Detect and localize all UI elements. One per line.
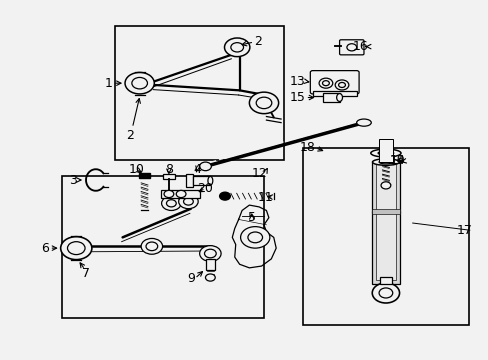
Circle shape — [178, 194, 198, 209]
Ellipse shape — [370, 149, 400, 157]
Text: 18: 18 — [299, 141, 315, 154]
Circle shape — [249, 92, 278, 114]
Circle shape — [319, 78, 332, 88]
Circle shape — [371, 283, 399, 303]
Circle shape — [224, 38, 249, 57]
Text: 12: 12 — [251, 167, 266, 180]
Circle shape — [219, 192, 230, 200]
Text: 16: 16 — [352, 40, 368, 53]
Bar — [312, 91, 356, 96]
Bar — [163, 174, 174, 179]
Circle shape — [163, 190, 173, 198]
Ellipse shape — [336, 94, 342, 102]
Bar — [61, 176, 264, 318]
Circle shape — [240, 226, 269, 248]
Bar — [371, 209, 399, 214]
Text: 4: 4 — [193, 163, 201, 176]
Text: 19: 19 — [389, 154, 405, 167]
Circle shape — [204, 249, 216, 258]
Text: 7: 7 — [82, 267, 90, 280]
Circle shape — [199, 246, 221, 261]
Bar — [379, 277, 391, 284]
Circle shape — [163, 200, 173, 207]
Circle shape — [230, 42, 243, 52]
Bar — [378, 139, 392, 162]
Text: 2: 2 — [254, 35, 262, 49]
Ellipse shape — [378, 160, 392, 164]
Text: 3: 3 — [69, 174, 77, 186]
Ellipse shape — [372, 159, 399, 165]
Circle shape — [176, 190, 185, 198]
Bar — [375, 162, 395, 280]
Bar — [115, 26, 283, 160]
Ellipse shape — [207, 176, 212, 185]
Circle shape — [322, 81, 329, 86]
Text: 17: 17 — [456, 224, 472, 237]
Ellipse shape — [377, 151, 393, 155]
Bar — [139, 173, 150, 178]
Circle shape — [146, 242, 158, 251]
FancyBboxPatch shape — [339, 40, 363, 55]
Bar — [193, 176, 210, 185]
Bar — [322, 93, 339, 102]
Text: 11: 11 — [258, 191, 273, 204]
Circle shape — [256, 97, 271, 109]
Text: 20: 20 — [197, 182, 213, 195]
Ellipse shape — [356, 119, 370, 126]
Circle shape — [380, 182, 390, 189]
Text: 2: 2 — [126, 129, 134, 142]
Circle shape — [379, 144, 391, 153]
Circle shape — [166, 200, 176, 207]
Circle shape — [161, 196, 181, 211]
Circle shape — [247, 232, 262, 243]
Text: 6: 6 — [41, 242, 49, 255]
Circle shape — [67, 242, 85, 255]
Circle shape — [346, 44, 356, 51]
Text: 8: 8 — [164, 163, 173, 176]
Text: 15: 15 — [289, 91, 305, 104]
Circle shape — [199, 162, 211, 171]
Bar — [160, 190, 199, 198]
Circle shape — [378, 288, 392, 298]
Circle shape — [334, 80, 348, 90]
FancyBboxPatch shape — [310, 71, 358, 94]
Circle shape — [61, 237, 92, 260]
Text: 5: 5 — [247, 211, 255, 224]
Circle shape — [132, 77, 147, 89]
Bar — [185, 174, 193, 187]
Bar — [371, 162, 399, 284]
Text: 14: 14 — [389, 154, 405, 167]
Text: 1: 1 — [105, 77, 113, 90]
Text: 13: 13 — [289, 75, 305, 88]
Circle shape — [141, 238, 162, 254]
Circle shape — [205, 274, 215, 281]
Bar — [206, 259, 215, 270]
Text: 9: 9 — [186, 272, 194, 285]
Circle shape — [183, 198, 193, 205]
Circle shape — [338, 82, 345, 87]
Text: 10: 10 — [128, 163, 144, 176]
Circle shape — [125, 72, 154, 94]
Bar — [303, 148, 468, 325]
